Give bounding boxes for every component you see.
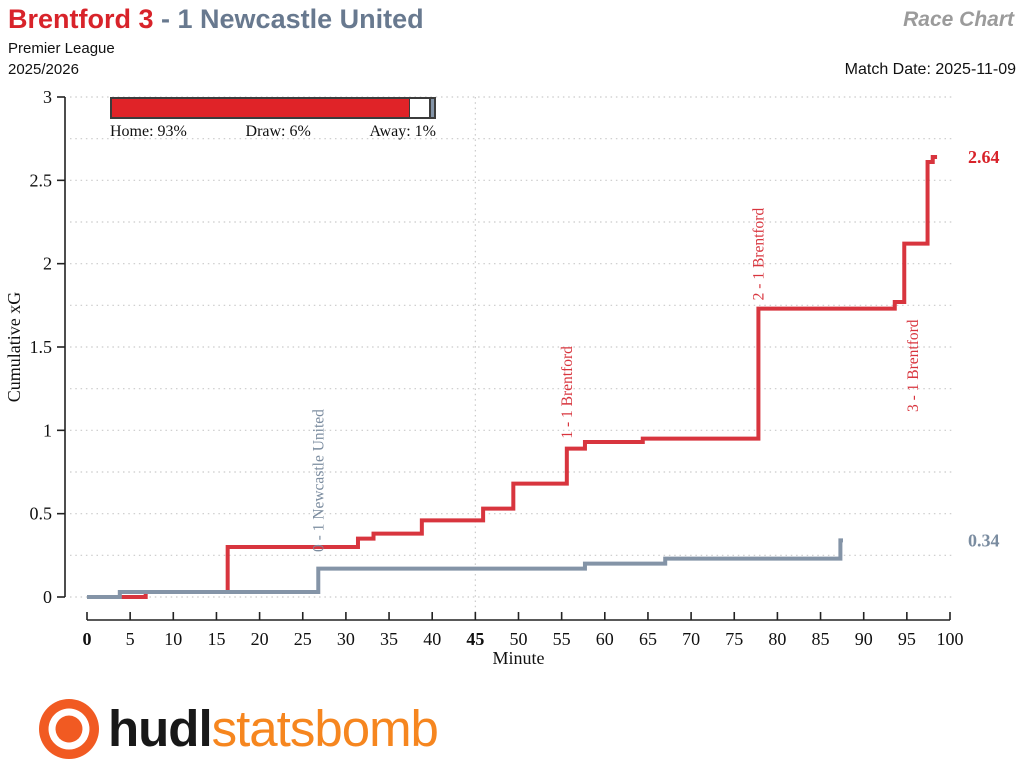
goal-annotation: 0 - 1 Newcastle United [310, 409, 327, 552]
win-probability-widget: Home: 93% Draw: 6% Away: 1% [110, 97, 436, 141]
x-tick-label: 90 [855, 629, 873, 649]
x-tick-label: 95 [898, 629, 916, 649]
goal-annotation: 1 - 1 Brentford [559, 346, 576, 439]
x-tick-label: 25 [294, 629, 312, 649]
y-tick-label: 1.5 [30, 337, 53, 357]
x-tick-label: 75 [725, 629, 743, 649]
hudl-wordmark: hudl [108, 700, 213, 757]
x-tick-label: 5 [126, 629, 135, 649]
home-team-score: Brentford 3 [8, 4, 154, 34]
match-date: Match Date: 2025-11-09 [844, 61, 1016, 78]
score-separator: - [153, 4, 178, 34]
logo-wordmark: hudlstatsbomb [108, 698, 439, 760]
x-tick-label: 15 [207, 629, 225, 649]
x-tick-label: 100 [937, 629, 964, 649]
away-team-score: 1 Newcastle United [177, 4, 424, 34]
header: Brentford 3 - 1 Newcastle United Race Ch… [0, 0, 1024, 86]
x-tick-label: 65 [639, 629, 657, 649]
y-tick-label: 2.5 [30, 170, 53, 190]
y-tick-label: 1 [43, 420, 52, 440]
prob-home-segment [112, 99, 409, 117]
x-tick-label: 40 [423, 629, 441, 649]
hudl-statsbomb-logo: hudlstatsbomb [38, 698, 439, 760]
goal-annotation: 3 - 1 Brentford [905, 319, 922, 412]
prob-away-segment [428, 99, 434, 117]
match-title: Brentford 3 - 1 Newcastle United [8, 4, 424, 35]
statsbomb-wordmark: statsbomb [211, 700, 439, 757]
x-tick-label: 80 [768, 629, 786, 649]
y-tick-label: 0 [43, 587, 52, 607]
prob-draw-segment [408, 99, 429, 117]
win-probability-bar [110, 97, 436, 119]
x-tick-label: 45 [466, 629, 484, 649]
y-tick-label: 0.5 [30, 504, 53, 524]
x-tick-label: 10 [164, 629, 182, 649]
newcastle-xg-line [87, 538, 843, 599]
probability-labels: Home: 93% Draw: 6% Away: 1% [110, 123, 436, 141]
goal-annotation: 2 - 1 Brentford [750, 208, 767, 301]
x-tick-label: 0 [83, 629, 92, 649]
x-tick-label: 50 [510, 629, 528, 649]
prob-draw-label: Draw: 6% [245, 123, 311, 140]
final-xg-label: 2.64 [968, 147, 1000, 167]
race-chart-type-label: Race Chart [903, 8, 1014, 31]
x-axis-title: Minute [493, 648, 545, 668]
x-tick-label: 55 [553, 629, 571, 649]
y-tick-label: 3 [43, 87, 52, 107]
season-label: 2025/2026 [8, 61, 79, 78]
y-axis-title: Cumulative xG [4, 292, 24, 403]
x-tick-label: 30 [337, 629, 355, 649]
x-tick-label: 35 [380, 629, 398, 649]
hudl-globe-icon [39, 699, 99, 759]
x-tick-label: 70 [682, 629, 700, 649]
x-tick-label: 85 [812, 629, 830, 649]
cumulative-xg-race-chart: 0 0.5 1 1.5 2 2.5 3 Cumulative xG 0 5 10 15 20 25 30 35… [4, 87, 1000, 668]
x-tick-label: 20 [251, 629, 269, 649]
prob-home-label: Home: 93% [110, 123, 187, 140]
y-tick-label: 2 [43, 254, 52, 274]
final-xg-label: 0.34 [968, 530, 1000, 550]
prob-away-label: Away: 1% [369, 123, 436, 140]
brentford-xg-line [87, 155, 938, 599]
x-tick-label: 60 [596, 629, 614, 649]
competition-name: Premier League [8, 40, 115, 57]
